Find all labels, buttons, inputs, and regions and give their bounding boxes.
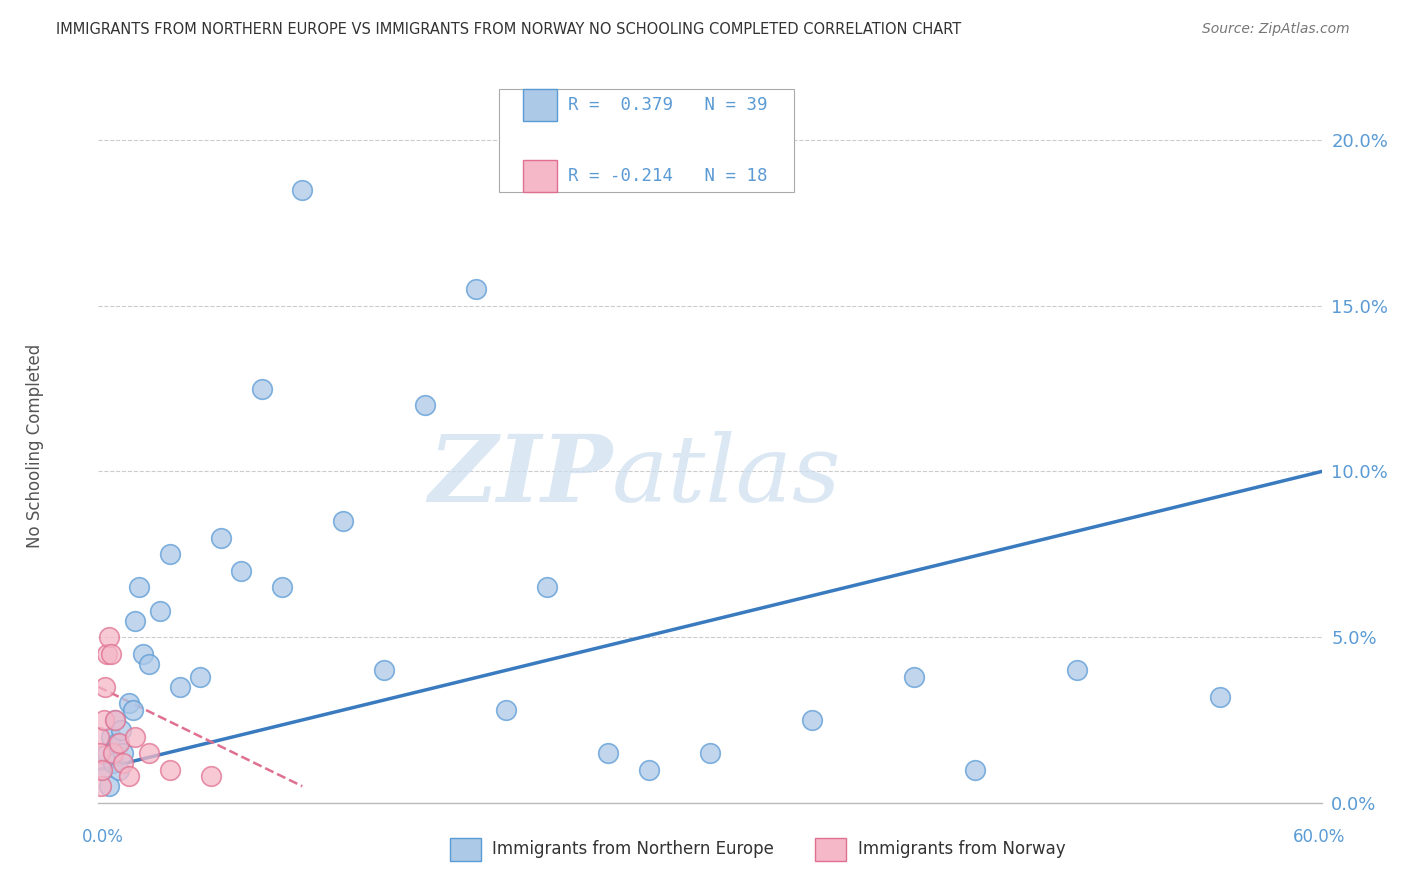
Point [209,531,232,545]
Text: Immigrants from Norway: Immigrants from Norway [858,840,1066,858]
Point [105,736,128,750]
Point [91,763,114,777]
Text: IMMIGRANTS FROM NORTHERN EUROPE VS IMMIGRANTS FROM NORWAY NO SCHOOLING COMPLETED: IMMIGRANTS FROM NORTHERN EUROPE VS IMMIG… [56,22,962,37]
Point [110,723,132,737]
Point [101,746,124,760]
Point [332,514,354,528]
Point [159,763,181,777]
Text: atlas: atlas [612,431,842,521]
Point [89,730,111,744]
Point [97,779,120,793]
Point [101,756,124,770]
Text: R =  0.379   N = 39: R = 0.379 N = 39 [568,96,768,114]
Point [90,779,112,793]
Point [413,398,436,412]
Point [104,713,127,727]
Text: 0.0%: 0.0% [82,828,124,846]
Point [93,680,115,694]
Point [188,670,212,684]
Point [270,581,294,595]
Point [96,647,118,661]
Point [536,581,558,595]
Text: Source: ZipAtlas.com: Source: ZipAtlas.com [1202,22,1350,37]
Point [122,703,145,717]
Point [1208,690,1232,704]
Point [250,382,273,396]
Point [965,763,987,777]
Point [96,746,118,760]
Point [124,614,146,628]
Point [128,581,150,595]
Point [1066,663,1088,677]
Point [100,647,122,661]
Point [118,769,141,783]
Text: 60.0%: 60.0% [1292,828,1346,846]
Point [801,713,824,727]
Point [464,282,486,296]
Point [699,746,721,760]
Point [169,680,191,694]
Point [108,736,131,750]
Point [495,703,517,717]
Point [108,763,131,777]
Point [132,647,155,661]
Point [89,746,111,760]
Point [200,769,222,783]
Point [104,713,127,727]
Point [111,746,134,760]
Point [100,730,122,744]
Point [111,756,134,770]
Point [291,183,314,197]
Point [231,564,253,578]
Text: No Schooling Completed: No Schooling Completed [27,344,44,548]
Point [91,763,114,777]
Point [138,657,160,671]
Point [149,604,172,618]
Point [138,746,160,760]
Point [97,630,120,644]
Point [637,763,661,777]
Point [373,663,395,677]
Text: Immigrants from Northern Europe: Immigrants from Northern Europe [492,840,773,858]
Point [596,746,619,760]
Point [903,670,925,684]
Text: R = -0.214   N = 18: R = -0.214 N = 18 [568,167,768,185]
Point [124,730,146,744]
Text: ZIP: ZIP [427,431,612,521]
Point [159,547,181,561]
Point [118,697,141,711]
Point [93,713,115,727]
